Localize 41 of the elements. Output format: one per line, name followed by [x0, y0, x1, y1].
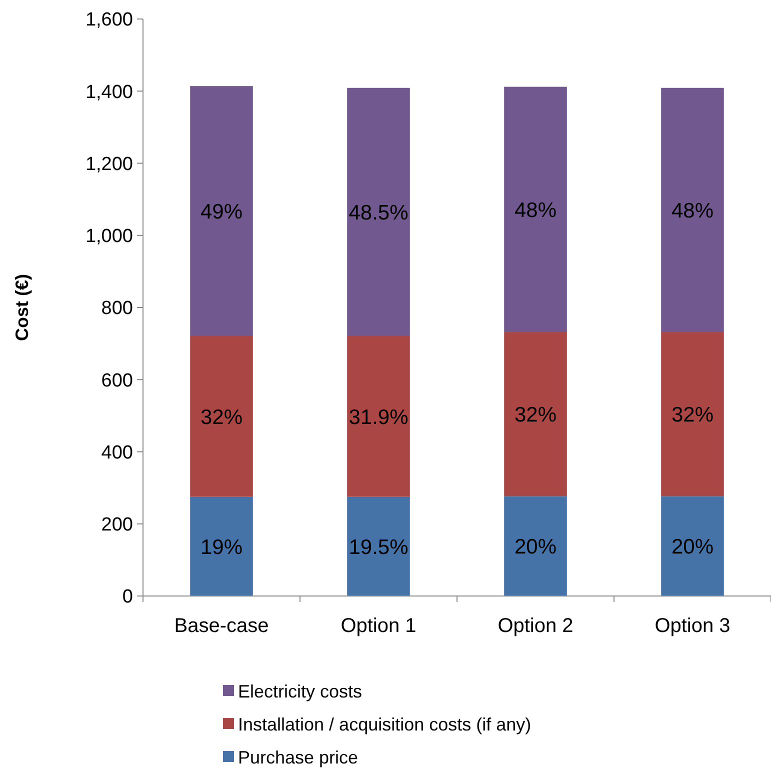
bar: [661, 496, 724, 596]
annotation: 48%: [671, 199, 714, 222]
y-tick-label: 1,000: [85, 226, 133, 248]
y-tick-label: 200: [101, 514, 133, 536]
annotation: 48.5%: [348, 201, 408, 224]
legend-label: Installation / acquisition costs (if any): [238, 714, 532, 734]
y-tick-label: 1,200: [85, 154, 133, 175]
bar: [347, 496, 410, 596]
bar: [504, 496, 567, 596]
bar: [504, 332, 567, 496]
annotation: 19.5%: [348, 536, 408, 559]
annotation: 49%: [200, 200, 243, 224]
bar: [661, 332, 724, 496]
annotation: 19%: [200, 536, 243, 559]
annotation: 32%: [200, 406, 243, 429]
bar: [347, 88, 410, 336]
annotation: 20%: [514, 535, 557, 558]
y-axis-title: Cost (€): [12, 274, 32, 341]
annotation: 32%: [514, 403, 557, 426]
x-tick-label: Option 1: [340, 615, 416, 637]
legend-label: Electricity costs: [238, 681, 362, 702]
y-tick-label: 1,600: [85, 10, 133, 31]
annotation: 32%: [671, 403, 714, 426]
x-tick-label: Option 3: [654, 615, 730, 637]
bar: [661, 88, 724, 332]
annotation: 20%: [671, 535, 714, 558]
y-tick-label: 600: [101, 370, 133, 392]
annotation: 48%: [514, 198, 557, 222]
bar: [190, 86, 253, 336]
bar: [190, 336, 253, 497]
x-tick-label: Option 2: [498, 615, 574, 637]
y-tick-label: 1,400: [85, 82, 133, 103]
bar: [504, 86, 567, 332]
x-tick-label: Base-case: [174, 615, 269, 637]
legend-label: Purchase price: [238, 747, 358, 768]
y-tick-label: 400: [101, 442, 133, 464]
y-tick-label: 800: [101, 298, 133, 320]
y-tick-label: 0: [122, 586, 133, 608]
annotation: 31.9%: [348, 406, 408, 429]
bar: [190, 496, 253, 596]
bar: [347, 336, 410, 497]
